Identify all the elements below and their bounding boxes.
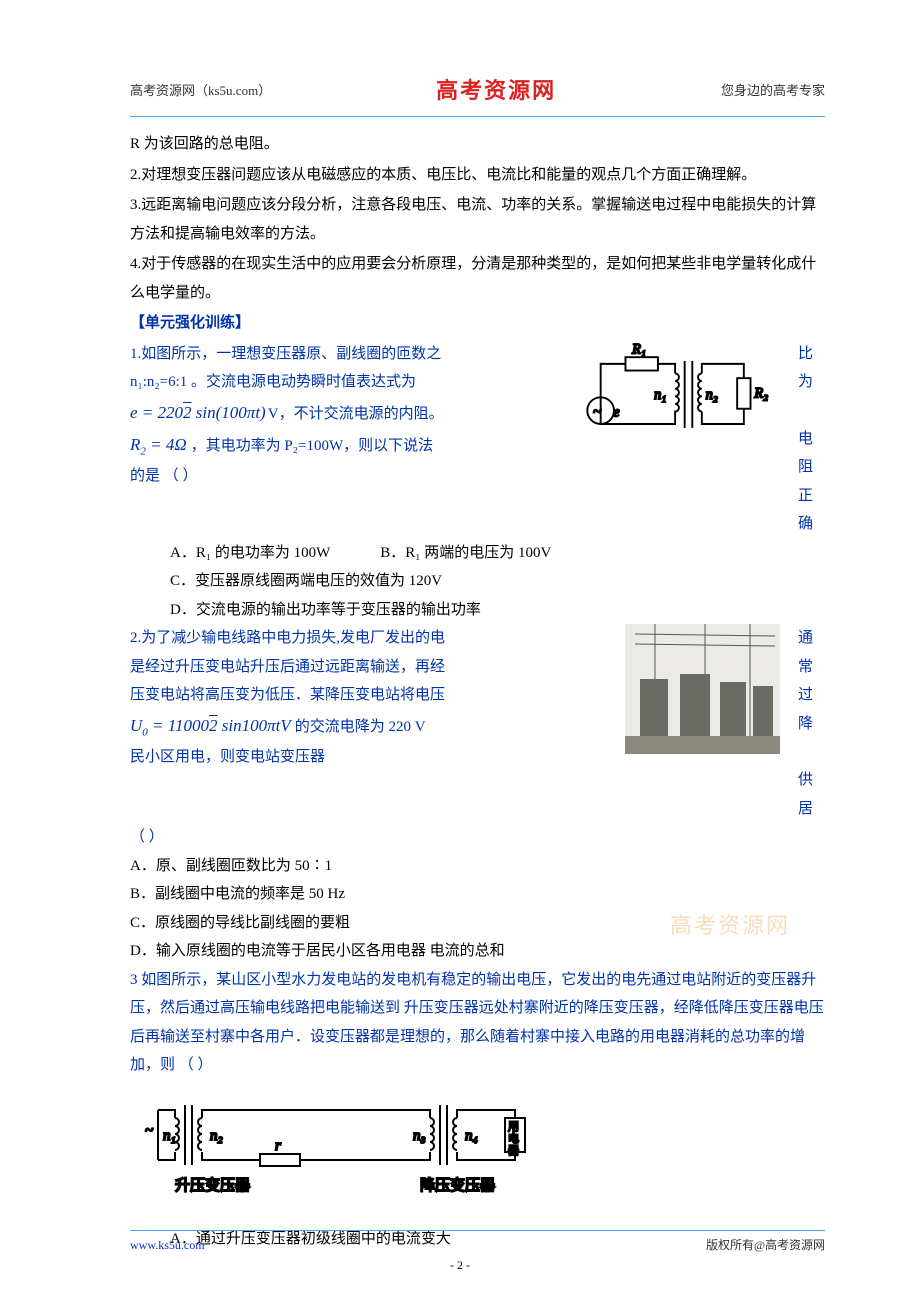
label-e: e bbox=[613, 404, 620, 420]
q1-formula-r2: R2 = 4Ω bbox=[130, 429, 187, 462]
page-number: - 2 - bbox=[450, 1254, 470, 1277]
svg-text:器: 器 bbox=[508, 1144, 519, 1157]
q2-photo bbox=[625, 624, 780, 765]
q1-r1: 比为 bbox=[798, 340, 825, 397]
q3-text: 3 如图所示，某山区小型水力发电站的发电机有稳定的输出电压，它发出的电先通过电站… bbox=[130, 966, 825, 1080]
q1-line1a: 1.如图所示，一理想变压器原、副线圈的匝数之 bbox=[130, 340, 441, 369]
label-r1: R₁ bbox=[631, 341, 646, 357]
q1-rest4: ，其电功率为 P₂=100W，则以下说法 bbox=[191, 432, 433, 461]
q2-r2: 过 降 bbox=[798, 681, 825, 738]
svg-text:r: r bbox=[275, 1138, 281, 1154]
q1-circuit: ~ e R₁ n₁ bbox=[575, 340, 780, 456]
q2-optA: A．原、副线圈匝数比为 50∶1 bbox=[130, 852, 825, 881]
label-n1: n₁ bbox=[654, 387, 666, 403]
q1-line5: 的是 （ ） bbox=[130, 462, 565, 491]
para-r: R 为该回路的总电阻。 bbox=[130, 130, 825, 159]
q1-block: 1.如图所示，一理想变压器原、副线圈的匝数之 n₁:n₂=6:1 。交流电源电动… bbox=[130, 340, 825, 539]
svg-text:电: 电 bbox=[508, 1132, 519, 1145]
q2-formula: U0 = 110002 sin100πtV bbox=[130, 710, 291, 743]
section-title: 【单元强化训练】 bbox=[130, 309, 825, 338]
header-right: 您身边的高考专家 bbox=[721, 79, 825, 104]
svg-text:n₁: n₁ bbox=[163, 1128, 176, 1144]
q2-r4: 供 居 bbox=[798, 766, 825, 823]
q1-unit: V bbox=[268, 400, 279, 429]
watermark: 高考资源网 bbox=[670, 905, 790, 947]
para-2: 2.对理想变压器问题应该从电磁感应的本质、电压比、电流比和能量的观点几个方面正确… bbox=[130, 161, 825, 190]
q1-optA: A．R₁ 的电功率为 100W bbox=[170, 539, 330, 568]
q1-rest3: ，不计交流电源的内阻。 bbox=[279, 400, 444, 429]
para-3: 3.远距离输电问题应该分段分析，注意各段电压、电流、功率的关系。掌握输送电过程中… bbox=[130, 191, 825, 248]
label-n2: n₂ bbox=[706, 387, 718, 403]
q1-formula-e: e = 2202 sin(100πt) bbox=[130, 397, 266, 429]
svg-text:n₃: n₃ bbox=[413, 1128, 426, 1144]
q1-r3: 电 阻 bbox=[798, 425, 825, 482]
svg-text:n₄: n₄ bbox=[465, 1128, 478, 1144]
q2-paren: （ ） bbox=[130, 823, 825, 852]
svg-text:~: ~ bbox=[593, 403, 602, 420]
svg-text:n₂: n₂ bbox=[210, 1128, 223, 1144]
para-4: 4.对于传感器的在现实生活中的应用要会分析原理，分清是那种类型的，是如何把某些非… bbox=[130, 250, 825, 307]
q2-r1: 通 常 bbox=[798, 624, 825, 681]
q1-line2: n₁:n₂=6:1 。交流电源电动势瞬时值表达式为 bbox=[130, 368, 565, 397]
q1-optD: D．交流电源的输出功率等于变压器的输出功率 bbox=[130, 596, 825, 625]
label-r2: R₂ bbox=[753, 385, 768, 401]
svg-text:~: ~ bbox=[145, 1123, 153, 1139]
q1-r4: 正 确 bbox=[798, 482, 825, 539]
q2-l2: 是经过升压变电站升压后通过远距离输送，再经 bbox=[130, 653, 615, 682]
q3-diagram: ~ n₁ n₂ r 升压变压器 n₃ bbox=[130, 1090, 620, 1205]
q2-l5: 民小区用电，则变电站变压器 bbox=[130, 743, 615, 772]
svg-text:降压变压器: 降压变压器 bbox=[420, 1177, 495, 1194]
svg-text:升压变压器: 升压变压器 bbox=[175, 1177, 250, 1194]
header-title: 高考资源网 bbox=[436, 70, 556, 112]
footer-copy: 版权所有@高考资源网 bbox=[706, 1234, 825, 1257]
page-footer: www.ks5u.com 版权所有@高考资源网 bbox=[130, 1230, 825, 1257]
q1-optB: B．R₁ 两端的电压为 100V bbox=[380, 539, 551, 568]
q2-rest4: 的交流电降为 220 V bbox=[295, 713, 426, 742]
svg-text:用: 用 bbox=[508, 1121, 519, 1133]
header-left: 高考资源网（ks5u.com） bbox=[130, 79, 271, 104]
main-content: R 为该回路的总电阻。 2.对理想变压器问题应该从电磁感应的本质、电压比、电流比… bbox=[130, 70, 825, 1254]
page-header: 高考资源网（ks5u.com） 高考资源网 您身边的高考专家 bbox=[130, 70, 825, 117]
q2-l3: 压变电站将高压变为低压．某降压变电站将电压 bbox=[130, 681, 615, 710]
q2-block: 2.为了减少输电线路中电力损失,发电厂发出的电 是经过升压变电站升压后通过远距离… bbox=[130, 624, 825, 823]
footer-url: www.ks5u.com bbox=[130, 1234, 205, 1257]
q1-optC: C．变压器原线圈两端电压的效值为 120V bbox=[130, 567, 825, 596]
q2-l1: 2.为了减少输电线路中电力损失,发电厂发出的电 bbox=[130, 624, 615, 653]
